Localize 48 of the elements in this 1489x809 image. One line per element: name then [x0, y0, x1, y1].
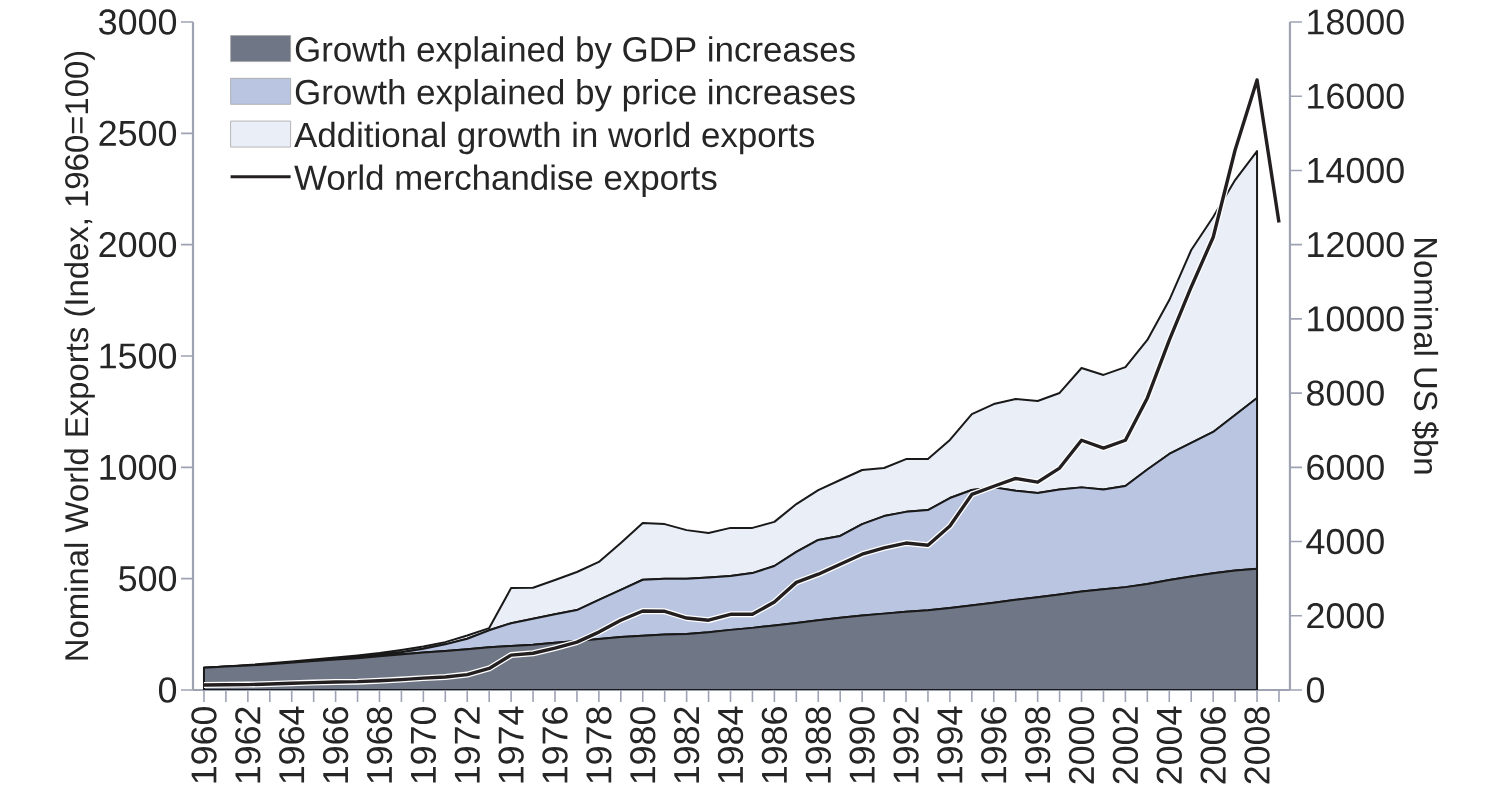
legend-label: World merchandise exports — [294, 164, 717, 197]
x-tick-label: 1964 — [279, 706, 305, 783]
legend-label: Additional growth in world exports — [294, 121, 815, 155]
x-tick-label: 1994 — [937, 706, 963, 783]
x-tick-label: 1970 — [410, 706, 437, 783]
x-tick-label: 1968 — [366, 707, 393, 783]
y-tick-label: 500 — [119, 565, 177, 592]
y-tick-label: 2000 — [99, 231, 177, 258]
x-tick-label: 2004 — [1156, 706, 1182, 784]
y2-tick-label: 18000 — [1308, 9, 1404, 35]
y-tick-label: 0 — [158, 677, 177, 703]
x-tick-label: 1982 — [673, 707, 700, 783]
y2-tick-label: 6000 — [1307, 454, 1384, 481]
x-tick-label: 1996 — [981, 707, 1007, 783]
x-tick-label: 1962 — [235, 707, 261, 783]
y2-tick-label: 2000 — [1307, 603, 1384, 629]
x-tick-label: 1960 — [191, 706, 217, 783]
legend-label: Growth explained by price increases — [295, 78, 855, 112]
y2-tick-label: 12000 — [1308, 231, 1404, 258]
x-tick-label: 1978 — [586, 707, 612, 783]
legend-label: Growth explained by GDP increases — [295, 36, 855, 69]
y-tick-label: 3000 — [99, 9, 177, 35]
y2-tick-label: 8000 — [1307, 380, 1384, 406]
y-tick-label: 2500 — [99, 120, 177, 147]
x-tick-label: 1988 — [805, 707, 831, 783]
x-tick-label: 2006 — [1200, 707, 1226, 784]
x-tick-label: 1974 — [498, 706, 524, 783]
x-tick-label: 2002 — [1112, 707, 1139, 784]
x-tick-label: 1966 — [322, 707, 349, 783]
y2-tick-label: 4000 — [1306, 528, 1384, 555]
y2-tick-label: 14000 — [1308, 157, 1404, 184]
y2-tick-label: 10000 — [1308, 306, 1404, 332]
x-tick-label: 1992 — [893, 707, 919, 783]
x-tick-label: 1986 — [761, 707, 788, 783]
x-tick-label: 1972 — [454, 707, 480, 783]
x-tick-label: 1990 — [849, 706, 875, 783]
y-tick-label: 1500 — [100, 343, 177, 369]
x-tick-label: 1984 — [717, 706, 744, 783]
x-tick-label: 1976 — [542, 707, 568, 783]
x-tick-label: 1998 — [1024, 707, 1051, 783]
y-tick-label: 1000 — [100, 454, 177, 481]
y-axis-title: Nominal World Exports (Index, 1960=100) — [64, 51, 95, 660]
x-tick-label: 2008 — [1244, 707, 1270, 784]
y2-tick-label: 0 — [1306, 677, 1325, 703]
y2-axis-title: Nominal US $bn — [1412, 239, 1439, 474]
y2-tick-label: 16000 — [1308, 83, 1404, 109]
x-tick-label: 1980 — [630, 706, 656, 783]
x-tick-label: 2000 — [1068, 706, 1095, 784]
